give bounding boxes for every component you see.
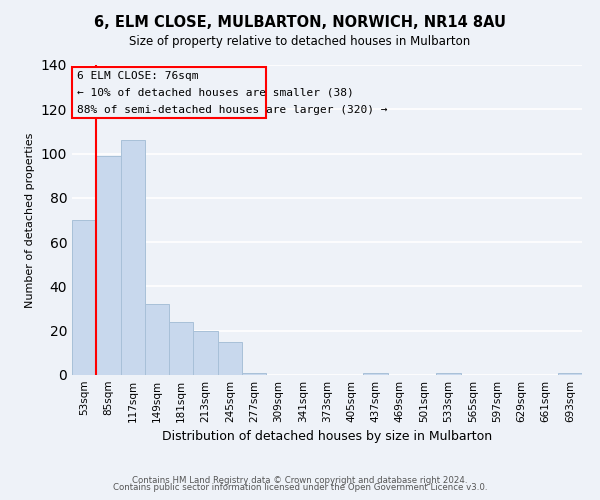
Bar — [72, 67, 266, 118]
Bar — [218, 342, 242, 375]
Bar — [72, 220, 96, 375]
Text: 6, ELM CLOSE, MULBARTON, NORWICH, NR14 8AU: 6, ELM CLOSE, MULBARTON, NORWICH, NR14 8… — [94, 15, 506, 30]
Text: Size of property relative to detached houses in Mulbarton: Size of property relative to detached ho… — [130, 35, 470, 48]
Bar — [242, 373, 266, 375]
Bar — [169, 322, 193, 375]
Bar — [193, 330, 218, 375]
Bar — [145, 304, 169, 375]
Bar — [121, 140, 145, 375]
Bar — [364, 373, 388, 375]
Text: ← 10% of detached houses are smaller (38): ← 10% of detached houses are smaller (38… — [77, 87, 353, 97]
Bar — [558, 373, 582, 375]
Text: 88% of semi-detached houses are larger (320) →: 88% of semi-detached houses are larger (… — [77, 105, 388, 115]
Text: Contains HM Land Registry data © Crown copyright and database right 2024.: Contains HM Land Registry data © Crown c… — [132, 476, 468, 485]
Bar — [436, 373, 461, 375]
X-axis label: Distribution of detached houses by size in Mulbarton: Distribution of detached houses by size … — [162, 430, 492, 444]
Bar — [96, 156, 121, 375]
Text: Contains public sector information licensed under the Open Government Licence v3: Contains public sector information licen… — [113, 484, 487, 492]
Text: 6 ELM CLOSE: 76sqm: 6 ELM CLOSE: 76sqm — [77, 70, 199, 81]
Y-axis label: Number of detached properties: Number of detached properties — [25, 132, 35, 308]
